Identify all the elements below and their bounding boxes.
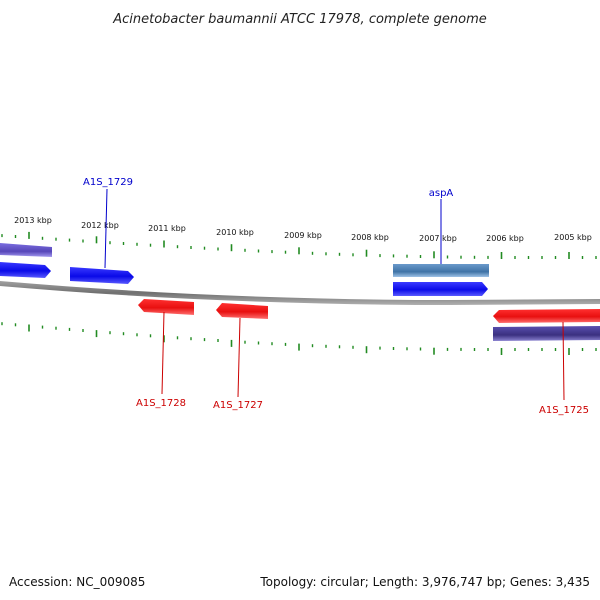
forward-cds-arrow[interactable] [0, 262, 51, 278]
reverse-cds-arrow-a1s-1727[interactable] [216, 303, 268, 319]
inner-scale-ruler [1, 322, 597, 355]
genome-summary: Topology: circular; Length: 3,976,747 bp… [259, 575, 590, 589]
kbp-label-2013: 2013 kbp [14, 216, 52, 225]
kbp-label-2005: 2005 kbp [554, 233, 592, 242]
gene-label-a1s-1729[interactable]: A1S_1729 [83, 177, 133, 188]
gene-label-a1s-1725[interactable]: A1S_1725 [539, 405, 589, 416]
reverse-gene-track-band [493, 326, 600, 341]
leader-line-a1s-1727 [237, 317, 241, 398]
map-title: Acinetobacter baumannii ATCC 17978, comp… [112, 12, 487, 27]
forward-cds-arrow-aspa[interactable] [393, 282, 488, 296]
accession-label: Accession: NC_009085 [9, 575, 145, 589]
leader-line-a1s-1729 [104, 188, 108, 269]
gene-label-aspa[interactable]: aspA [429, 188, 454, 199]
genome-backbone [0, 281, 600, 305]
leader-line-a1s-1728 [161, 311, 165, 395]
reverse-cds-arrow-a1s-1728[interactable] [138, 299, 194, 315]
gene-label-a1s-1728[interactable]: A1S_1728 [136, 398, 186, 409]
reverse-cds-arrow-a1s-1725[interactable] [493, 309, 600, 323]
kbp-label-2006: 2006 kbp [486, 234, 524, 243]
outer-scale-ruler [1, 231, 597, 259]
kbp-label-2012: 2012 kbp [81, 221, 119, 230]
kbp-label-2011: 2011 kbp [148, 224, 186, 233]
kbp-label-2010: 2010 kbp [216, 228, 254, 237]
scale-labels: 2013 kbp 2012 kbp 2011 kbp 2010 kbp 2009… [14, 216, 592, 243]
forward-gene-track-band [0, 243, 52, 257]
forward-feature-bar-aspa[interactable] [393, 264, 489, 277]
forward-cds-arrow-a1s-1729[interactable] [70, 267, 134, 284]
kbp-label-2007: 2007 kbp [419, 234, 457, 243]
kbp-label-2008: 2008 kbp [351, 233, 389, 242]
gene-label-a1s-1727[interactable]: A1S_1727 [213, 400, 263, 411]
kbp-label-2009: 2009 kbp [284, 231, 322, 240]
leader-line-a1s-1725 [562, 321, 565, 401]
